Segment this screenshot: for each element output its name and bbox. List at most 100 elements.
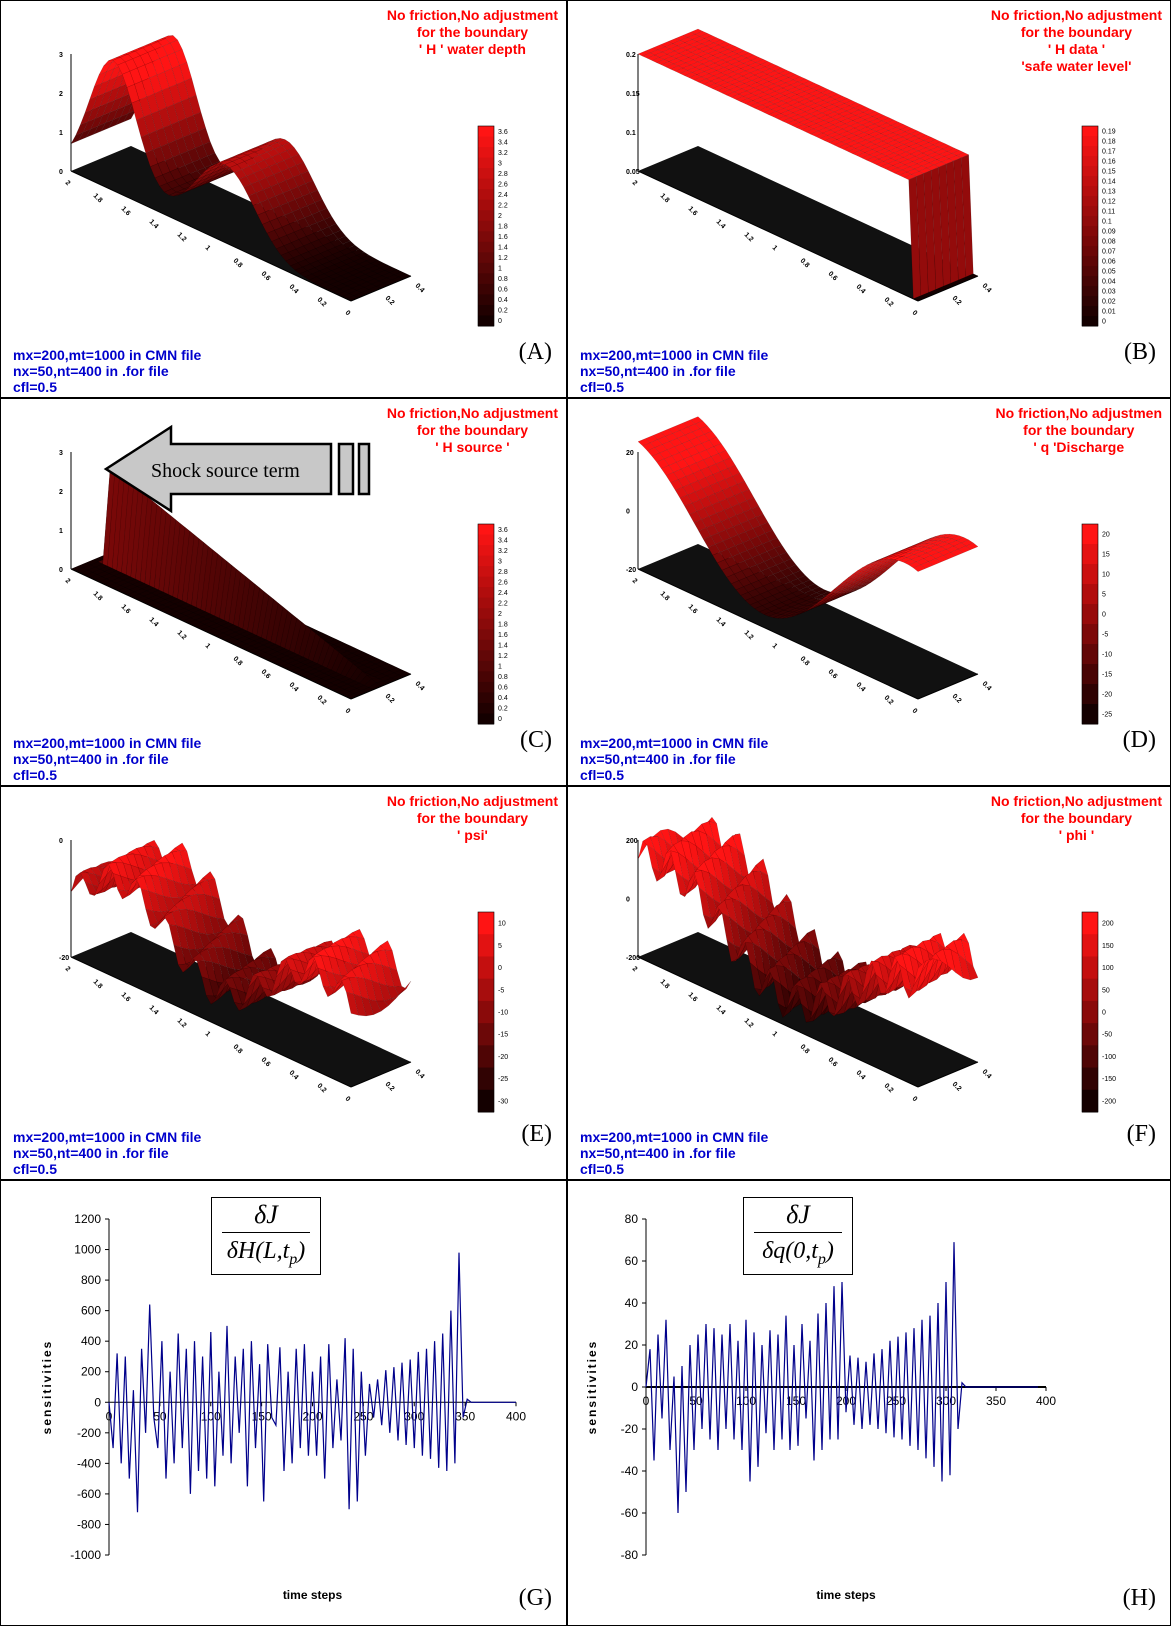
x-tick-label: 1.8 bbox=[659, 192, 671, 204]
colorbar-tick-label: 15 bbox=[1102, 552, 1110, 559]
colorbar-tick-label: 2.2 bbox=[498, 600, 508, 607]
colorbar-tick-label: 0.03 bbox=[1102, 289, 1116, 296]
formula-den-end: ) bbox=[297, 1238, 306, 1264]
colorbar-tick-label: 0.06 bbox=[1102, 259, 1116, 266]
colorbar-tick-label: 3.2 bbox=[498, 150, 508, 157]
x-tick-label: 1.6 bbox=[687, 205, 699, 217]
x-tick-label: 0.8 bbox=[799, 1043, 811, 1055]
colorbar-tick-label: 3.2 bbox=[498, 548, 508, 555]
colorbar-tick-label: -10 bbox=[498, 1010, 508, 1017]
x-tick-label: 0.6 bbox=[260, 1056, 272, 1068]
colorbar-tick-label: 1 bbox=[498, 664, 502, 671]
y-tick-label: 0.4 bbox=[414, 282, 426, 294]
colorbar-tick-label: 1 bbox=[498, 266, 502, 273]
x-tick-label: 0.2 bbox=[316, 1082, 328, 1094]
colorbar-tick-label: 0.08 bbox=[1102, 239, 1116, 246]
y-tick-label: 400 bbox=[81, 1334, 101, 1348]
panel-info: mx=200,mt=1000 in CMN file nx=50,nt=400 i… bbox=[13, 347, 201, 395]
y-tick-label: -800 bbox=[77, 1517, 101, 1531]
x-tick-label: 1.4 bbox=[715, 616, 727, 628]
colorbar-tick-label: 0.6 bbox=[498, 685, 508, 692]
colorbar-tick-label: 2.4 bbox=[498, 192, 508, 199]
x-tick-label: 400 bbox=[506, 1409, 526, 1423]
surface-plot: 2 1.8 1.6 1.4 1.2 1 0.8 0.6 0.4 0.2 0 0.2 0.15 0.1 0.0… bbox=[626, 28, 1116, 327]
colorbar-tick-label: 3.4 bbox=[498, 139, 508, 146]
panel-title-line: No friction,No adjustment bbox=[990, 7, 1162, 23]
panel-letter: (D) bbox=[1122, 727, 1156, 753]
x-tick-label: 0 bbox=[344, 707, 352, 715]
colorbar-tick-label: 0.07 bbox=[1102, 249, 1116, 256]
colorbar-tick-label: 1.2 bbox=[498, 255, 508, 262]
colorbar-tick-label: 3.6 bbox=[498, 527, 508, 534]
z-tick-label: -20 bbox=[59, 955, 69, 962]
panel-info-line: nx=50,nt=400 in .for file bbox=[580, 363, 736, 379]
colorbar: 10 5 0 -5 -10 -15 -20 -25 -30 bbox=[477, 911, 508, 1113]
y-tick-label: -200 bbox=[77, 1426, 101, 1440]
y-tick-label: -20 bbox=[621, 1422, 639, 1436]
z-tick-label: 0.05 bbox=[626, 169, 640, 176]
surface-plot: 2 1.8 1.6 1.4 1.2 1 0.8 0.6 0.4 0.2 0 200 0 -200 0.2 0.… bbox=[626, 816, 1116, 1113]
colorbar-tick-label: 0.02 bbox=[1102, 299, 1116, 306]
x-tick-label: 0.6 bbox=[827, 668, 839, 680]
line-chart: -1000-800-600-400-2000200400600800100012… bbox=[40, 1212, 526, 1602]
x-tick-label: 0.2 bbox=[883, 296, 895, 308]
panel-title-line: for the boundary bbox=[1020, 24, 1133, 40]
x-tick-label: 1.2 bbox=[743, 629, 755, 641]
colorbar-tick-label: 0.13 bbox=[1102, 189, 1116, 196]
colorbar-tick-label: -30 bbox=[498, 1098, 508, 1105]
surface-mesh bbox=[70, 466, 412, 700]
y-tick-label: 0.2 bbox=[384, 693, 396, 705]
x-tick-label: 0 bbox=[344, 1095, 352, 1103]
x-tick-label: 0.4 bbox=[855, 283, 867, 295]
x-tick-label: 0.6 bbox=[827, 270, 839, 282]
panel-title: No friction,No adjustmen for the boundary… bbox=[996, 405, 1162, 456]
y-tick-label: 60 bbox=[625, 1254, 639, 1268]
y-tick-label: -40 bbox=[621, 1464, 639, 1478]
panel-title-line: for the boundary bbox=[416, 24, 529, 40]
colorbar-tick-label: 20 bbox=[1102, 532, 1110, 539]
x-tick-label: 350 bbox=[455, 1409, 475, 1423]
colorbar-tick-label: 150 bbox=[1102, 943, 1114, 950]
colorbar-tick-label: 2.6 bbox=[498, 181, 508, 188]
x-tick-label: 0.6 bbox=[260, 668, 272, 680]
axis-x-line bbox=[637, 568, 919, 700]
colorbar-tick-label: 1.4 bbox=[498, 245, 508, 252]
x-tick-label: 0 bbox=[911, 1095, 919, 1103]
formula-box: δJ δq(0,tp) bbox=[743, 1197, 853, 1275]
panel-title-line: ' H data ' bbox=[1047, 41, 1106, 57]
colorbar-tick-label: 0.15 bbox=[1102, 169, 1116, 176]
colorbar-tick-label: 0.19 bbox=[1102, 129, 1116, 136]
panel-title-line: No friction,No adjustment bbox=[386, 405, 558, 421]
colorbar-tick-label: 2 bbox=[498, 611, 502, 618]
surface-mesh bbox=[70, 35, 412, 302]
colorbar-tick-label: -15 bbox=[498, 1032, 508, 1039]
colorbar-tick-label: 10 bbox=[498, 921, 506, 928]
surface-mesh bbox=[637, 416, 979, 619]
colorbar-tick-label: -150 bbox=[1102, 1076, 1116, 1083]
x-tick-label: 0.6 bbox=[260, 270, 272, 282]
x-tick-label: 2 bbox=[64, 965, 72, 973]
z-tick-label: 2 bbox=[59, 91, 63, 98]
colorbar-tick-label: 0.09 bbox=[1102, 229, 1116, 236]
y-tick-label: 1200 bbox=[74, 1212, 101, 1226]
z-tick-label: 0.1 bbox=[626, 130, 636, 137]
colorbar-tick-label: -20 bbox=[498, 1054, 508, 1061]
x-tick-label: 0.2 bbox=[316, 296, 328, 308]
x-tick-label: 1.4 bbox=[148, 218, 160, 230]
x-tick-label: 100 bbox=[736, 1394, 756, 1408]
panel-info-line: cfl=0.5 bbox=[580, 379, 624, 395]
surface-plot: 21.81.61.41.210.80.60.40.2032100.20.43.6… bbox=[59, 35, 508, 327]
y-tick-label: -80 bbox=[621, 1548, 639, 1562]
z-tick-label: -20 bbox=[626, 567, 636, 574]
x-tick-label: 1.2 bbox=[743, 231, 755, 243]
colorbar-tick-label: 0.4 bbox=[498, 695, 508, 702]
colorbar-tick-label: 0.14 bbox=[1102, 179, 1116, 186]
y-axis-label: sensitivities bbox=[40, 1340, 54, 1435]
panel-title: No friction,No adjustment for the boundar… bbox=[387, 405, 558, 456]
x-tick-label: 1.2 bbox=[176, 1017, 188, 1029]
x-tick-label: 100 bbox=[201, 1409, 221, 1423]
x-tick-label: 0.4 bbox=[855, 681, 867, 693]
y-tick-label: 600 bbox=[81, 1304, 101, 1318]
x-tick-label: 0 bbox=[911, 707, 919, 715]
